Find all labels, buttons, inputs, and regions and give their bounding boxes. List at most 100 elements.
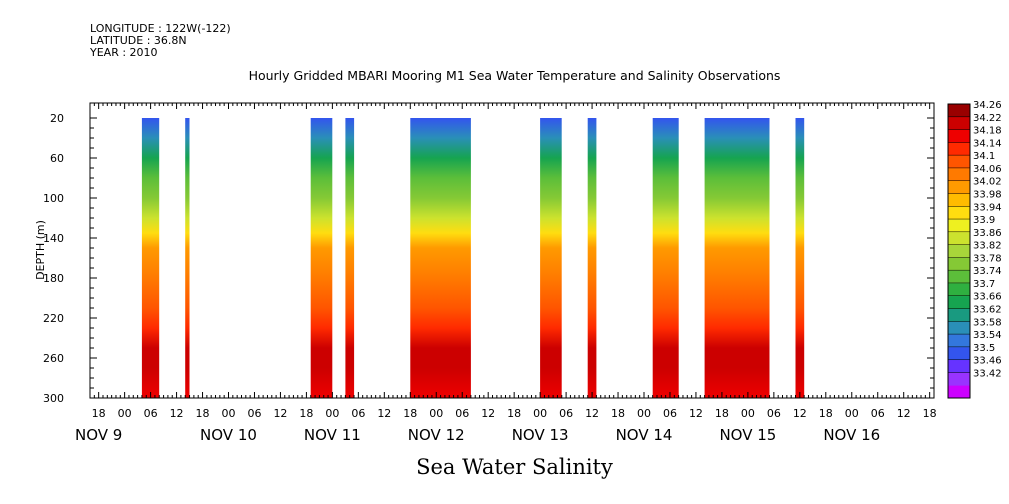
- x-tick-label: 18: [507, 407, 521, 420]
- x-tick-label: 00: [118, 407, 132, 420]
- x-tick-label: 18: [92, 407, 106, 420]
- x-tick-label: 18: [715, 407, 729, 420]
- colorbar-swatch: [948, 167, 970, 182]
- x-tick-label: 18: [611, 407, 625, 420]
- colorbar-label: 33.78: [973, 253, 1002, 264]
- longitude-label: LONGITUDE : 122W(-122): [90, 22, 231, 35]
- colorbar-swatch: [948, 257, 970, 271]
- x-tick-label: 12: [273, 407, 287, 420]
- x-tick-label: 00: [533, 407, 547, 420]
- x-tick-label: 00: [325, 407, 339, 420]
- x-date-label: NOV 13: [512, 426, 569, 444]
- x-date-label: NOV 12: [408, 426, 465, 444]
- x-axis: 18 00 06 12 18 00 06 12 18 00 06 12 18 00 06 12 18 00 06 12…: [75, 103, 937, 444]
- colorbar-swatch: [948, 308, 970, 322]
- x-tick-label: 00: [429, 407, 443, 420]
- data-block-6: [540, 118, 562, 398]
- colorbar-label: 34.1: [973, 151, 995, 162]
- colorbar-label: 33.82: [973, 241, 1002, 252]
- colorbar-label: 34.26: [973, 100, 1002, 111]
- colorbar-swatch: [948, 142, 970, 156]
- x-tick-label: 12: [689, 407, 703, 420]
- x-tick-label: 06: [455, 407, 469, 420]
- variable-name: Sea Water Salinity: [416, 455, 613, 479]
- chart-title: Hourly Gridded MBARI Mooring M1 Sea Wate…: [248, 68, 781, 83]
- y-tick-label: 100: [43, 192, 64, 205]
- data-block-10: [795, 118, 805, 398]
- x-date-label: NOV 10: [200, 426, 257, 444]
- colorbar-label: 33.7: [973, 279, 995, 290]
- y-axis-label: DEPTH (m): [34, 220, 47, 280]
- x-tick-label: 12: [897, 407, 911, 420]
- x-tick-label: 06: [247, 407, 261, 420]
- colorbar-label: 33.66: [973, 292, 1002, 303]
- data-block-3: [310, 118, 333, 398]
- x-tick-label: 18: [403, 407, 417, 420]
- colorbar-label: 33.58: [973, 317, 1002, 328]
- colorbar-label: 34.14: [973, 138, 1002, 149]
- colorbar-label: 33.54: [973, 330, 1002, 341]
- colorbar-swatch: [948, 244, 970, 258]
- x-tick-label: 18: [299, 407, 313, 420]
- colorbar-swatch: [948, 219, 970, 233]
- x-tick-label: 06: [871, 407, 885, 420]
- y-axis: 20 60 100 140 180 220 260 300: [43, 112, 934, 405]
- x-tick-label: 12: [585, 407, 599, 420]
- x-date-label: NOV 11: [304, 426, 361, 444]
- colorbar-swatch: [948, 270, 970, 284]
- y-tick-label: 180: [43, 272, 64, 285]
- colorbar-swatch: [948, 295, 970, 309]
- latitude-label: LATITUDE : 36.8N: [90, 34, 187, 47]
- data-block-7: [587, 118, 597, 398]
- colorbar-swatch: [948, 104, 970, 118]
- x-tick-label: 00: [222, 407, 236, 420]
- colorbar-swatch: [948, 334, 970, 348]
- colorbar-swatch: [948, 346, 970, 361]
- colorbar-swatch: [948, 129, 970, 143]
- data-block-1: [141, 118, 160, 398]
- x-date-label: NOV 16: [823, 426, 880, 444]
- data-blocks: [141, 118, 805, 398]
- colorbar-swatch: [948, 282, 970, 297]
- data-block-5: [410, 118, 471, 398]
- colorbar-swatch: [948, 231, 970, 246]
- x-tick-label: 06: [144, 407, 158, 420]
- colorbar-swatch: [948, 359, 970, 373]
- data-block-2: [185, 118, 190, 398]
- x-tick-label: 12: [481, 407, 495, 420]
- x-tick-label: 12: [377, 407, 391, 420]
- x-tick-label: 06: [767, 407, 781, 420]
- y-tick-label: 220: [43, 312, 64, 325]
- x-tick-label: 00: [741, 407, 755, 420]
- colorbar-label: 34.02: [973, 177, 1002, 188]
- colorbar-swatch: [948, 116, 970, 130]
- y-tick-label: 20: [50, 112, 64, 125]
- y-tick-label: 60: [50, 152, 64, 165]
- plot-frame: [89, 102, 935, 399]
- data-block-9: [704, 118, 770, 398]
- colorbar-swatch: [948, 206, 970, 220]
- x-tick-label: 18: [196, 407, 210, 420]
- colorbar-label: 33.94: [973, 202, 1002, 213]
- x-tick-label: 12: [170, 407, 184, 420]
- colorbar-swatch: [948, 321, 970, 335]
- colorbar-swatch: [948, 193, 970, 207]
- y-tick-label: 300: [43, 392, 64, 405]
- colorbar-label: 33.62: [973, 305, 1002, 316]
- data-block-8: [652, 118, 679, 398]
- colorbar-label: 33.5: [973, 343, 995, 354]
- x-tick-label: 06: [559, 407, 573, 420]
- colorbar-swatch: [948, 180, 970, 194]
- x-tick-label: 06: [663, 407, 677, 420]
- x-date-label: NOV 9: [75, 426, 122, 444]
- colorbar-label: 34.06: [973, 164, 1002, 175]
- colorbar-label: 33.74: [973, 266, 1002, 277]
- colorbar-label: 34.22: [973, 113, 1002, 124]
- y-tick-label: 260: [43, 352, 64, 365]
- year-label: YEAR : 2010: [90, 46, 158, 59]
- colorbar-swatch: [948, 385, 970, 399]
- data-block-4: [345, 118, 355, 398]
- colorbar-label: 33.86: [973, 228, 1002, 239]
